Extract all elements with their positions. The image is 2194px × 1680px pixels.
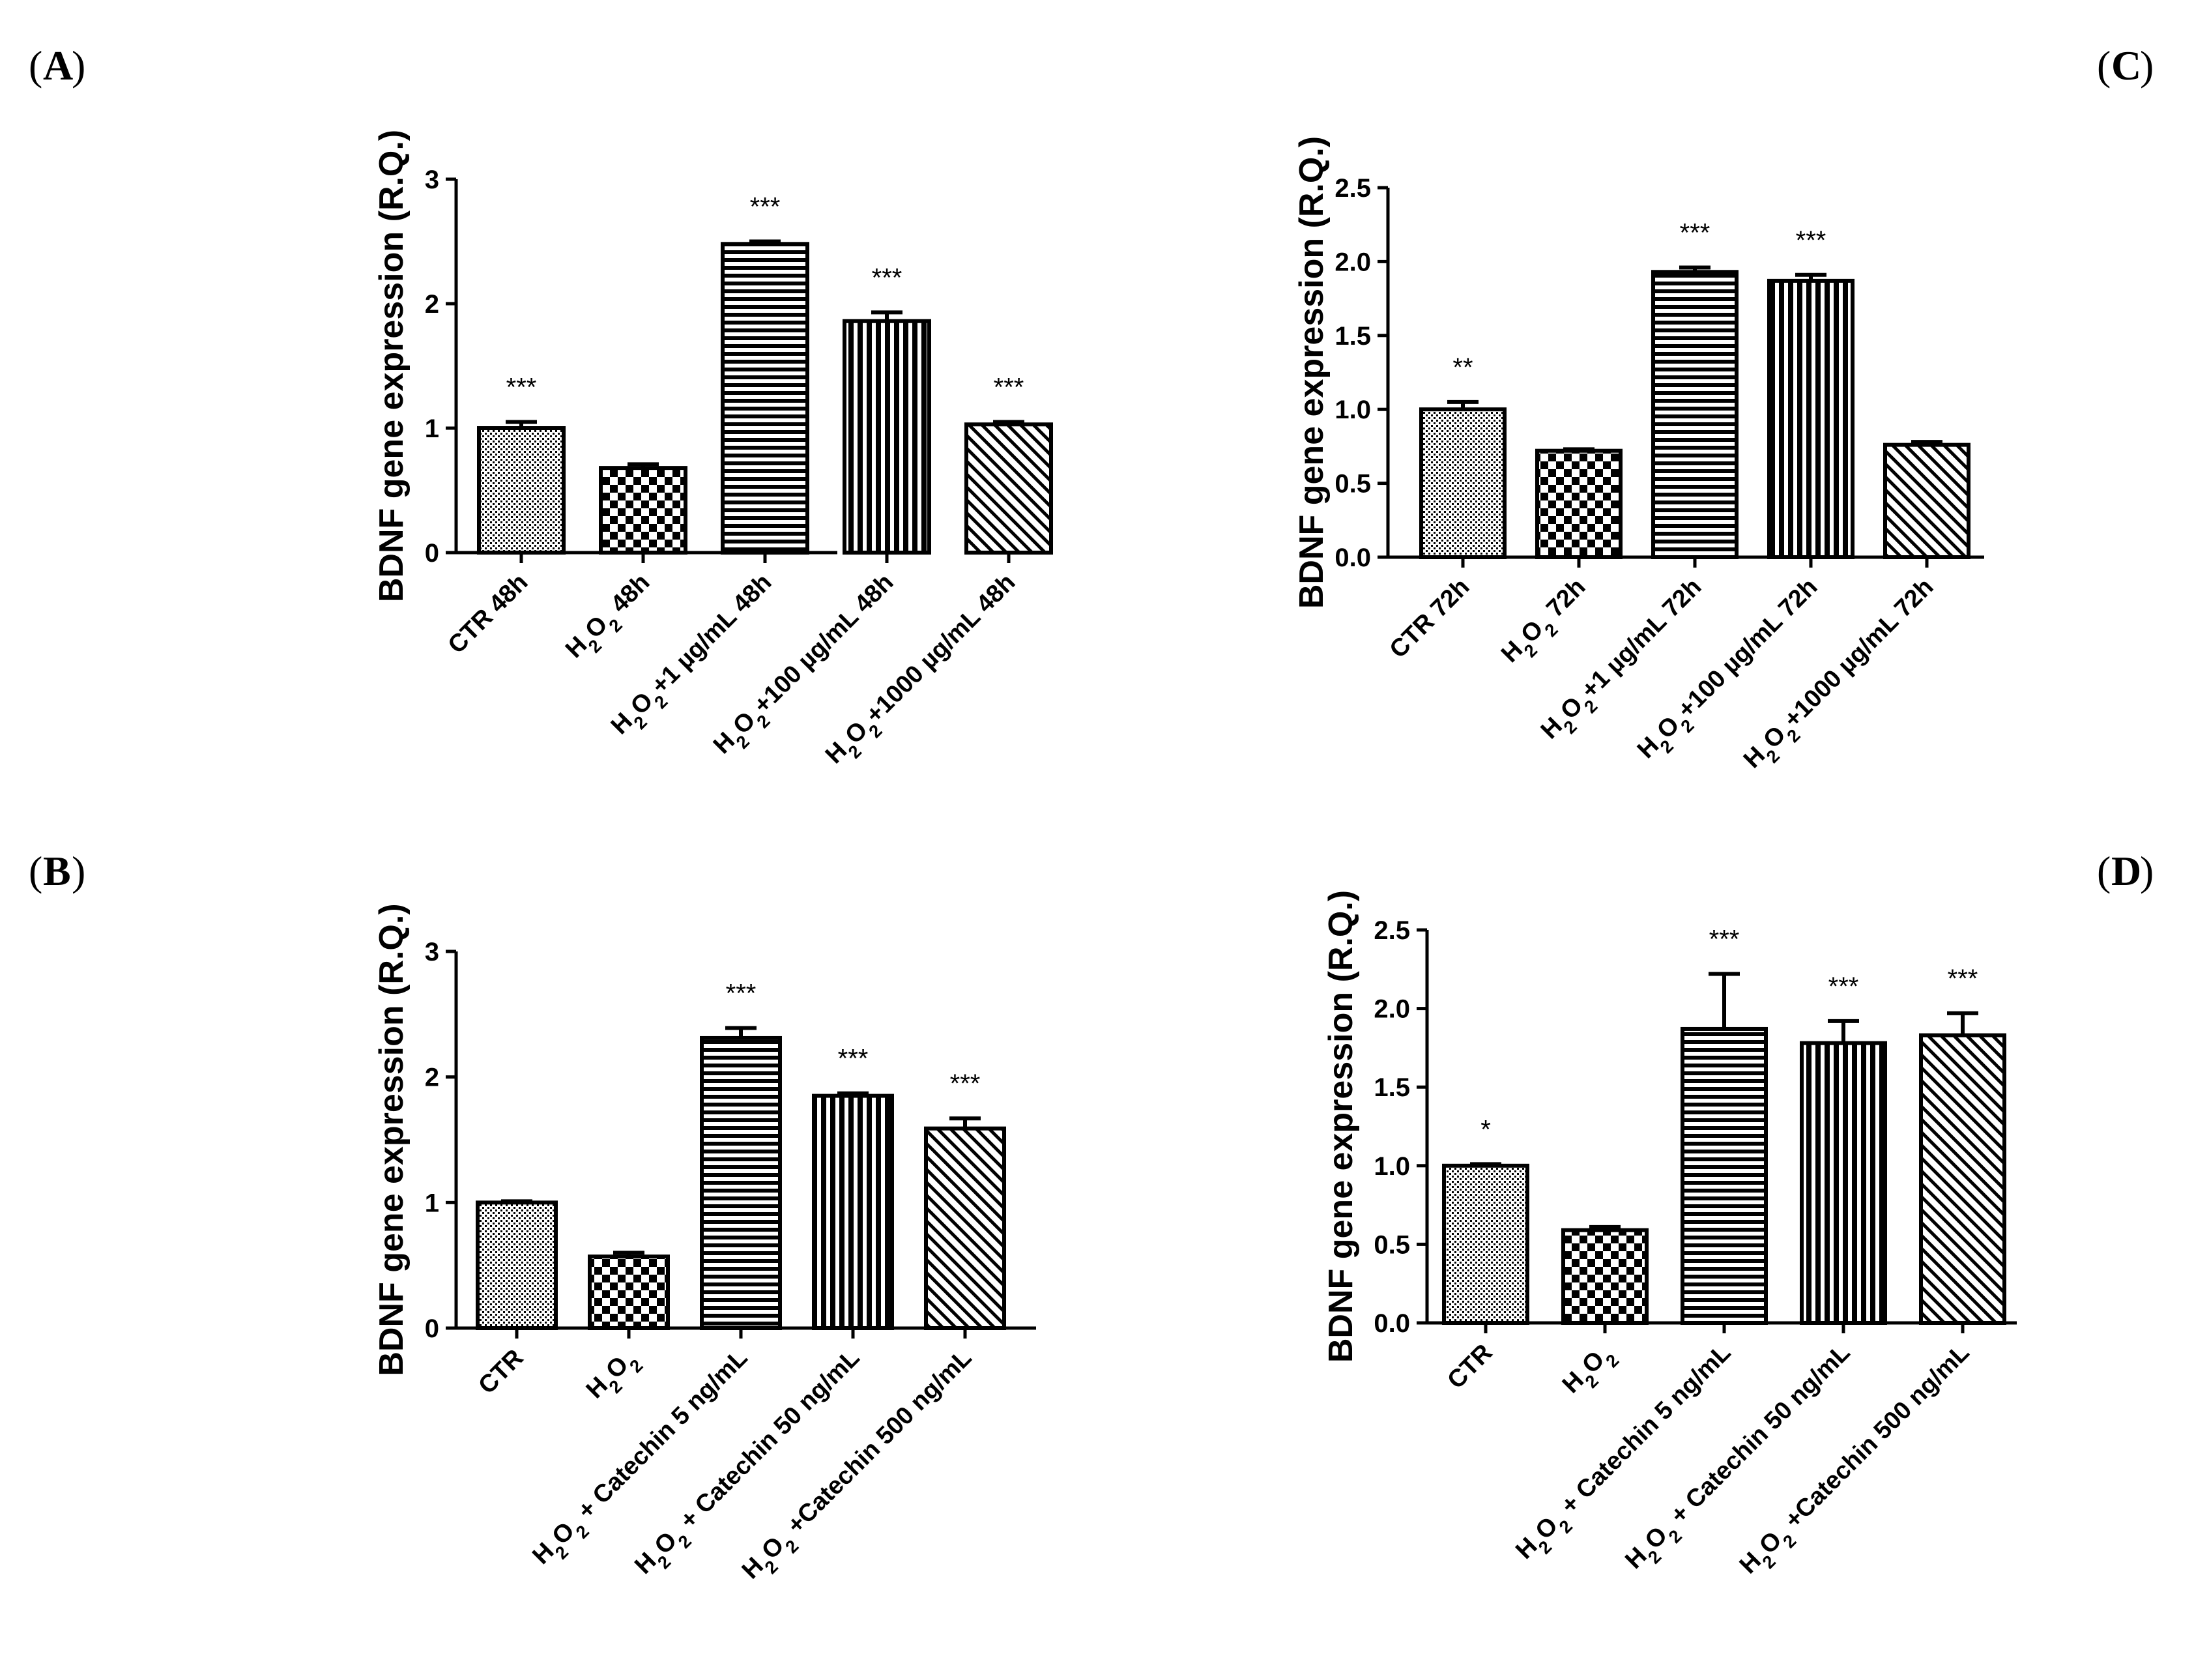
x-category-label: H2O2 <box>1557 1339 1623 1404</box>
x-category-label: H2O2 + Catechin 50 ng/mL <box>629 1344 871 1586</box>
bar <box>721 242 809 555</box>
x-category-label: H2O2 + Catechin 50 ng/mL <box>1620 1339 1861 1580</box>
significance-label: * <box>1480 1115 1491 1144</box>
y-tick-label: 1.5 <box>1374 1073 1410 1102</box>
significance-label: *** <box>1948 964 1978 993</box>
bar <box>588 1254 670 1331</box>
y-tick-label: 1.0 <box>1374 1152 1410 1181</box>
panel-label-B: (B) <box>29 848 85 894</box>
y-tick-label: 0 <box>425 1314 439 1343</box>
svg-text:): ) <box>72 848 85 894</box>
panel-label-D: (D) <box>2097 848 2154 894</box>
x-category-label: CTR 48h <box>443 569 534 659</box>
bar <box>1561 1228 1649 1325</box>
chart-panel-d: 0.0 0.5 1.0 1.5 2.0 2.5 BDNF gene expression (… <box>1322 890 2017 1585</box>
svg-text:): ) <box>72 42 85 89</box>
significance-label: *** <box>750 193 781 222</box>
y-tick-label: 2.5 <box>1335 174 1371 203</box>
bar <box>1919 1033 2006 1325</box>
y-axis-label: BDNF gene expression (R.Q.) <box>1293 136 1331 609</box>
significance-label: *** <box>1796 226 1826 255</box>
y-axis-label: BDNF gene expression (R.Q.) <box>1322 890 1360 1363</box>
y-tick-label: 1.0 <box>1335 396 1371 424</box>
bar <box>1767 278 1855 559</box>
y-tick-label: 0.0 <box>1335 543 1371 572</box>
y-tick-label: 2 <box>425 1064 439 1092</box>
svg-text:C: C <box>2111 42 2141 89</box>
y-tick-label: 1.5 <box>1335 322 1371 351</box>
y-tick-label: 2.5 <box>1374 916 1410 945</box>
x-category-label: H2O2 <box>581 1344 646 1410</box>
significance-label: *** <box>950 1069 981 1098</box>
y-tick-label: 0.0 <box>1374 1309 1410 1338</box>
bar <box>1681 1026 1768 1325</box>
chart-panel-b: 0 1 2 3 BDNF gene expression (R.Q.) CTR H2O2 **… <box>373 903 1036 1590</box>
x-category-label: H2O2 + Catechin 5 ng/mL <box>527 1344 758 1576</box>
x-category-label: CTR 72h <box>1385 573 1475 664</box>
bar <box>477 426 566 555</box>
y-tick-label: 0 <box>425 539 439 568</box>
bar <box>1883 442 1970 560</box>
x-category-label: H2O2 +Catechin 500 ng/mL <box>1735 1339 1980 1585</box>
significance-label: ** <box>1452 353 1473 382</box>
y-tick-label: 1 <box>425 1189 439 1217</box>
svg-text:B: B <box>43 848 71 894</box>
significance-label: *** <box>1680 218 1710 247</box>
bar <box>964 422 1053 555</box>
svg-text:D: D <box>2111 848 2141 894</box>
x-category-label: H2O2 48h <box>560 569 661 669</box>
svg-text:(: ( <box>2097 42 2111 89</box>
y-axis-label: BDNF gene expression (R.Q.) <box>373 903 411 1376</box>
x-category-label: H2O2 +Catechin 500 ng/mL <box>737 1344 983 1590</box>
y-tick-label: 2 <box>425 290 439 319</box>
bar <box>599 466 687 555</box>
panel-label-A: (A) <box>29 42 85 89</box>
svg-text:): ) <box>2140 848 2154 894</box>
x-category-label: H2O2+1000 µg/mL 72h <box>1739 573 1944 779</box>
y-tick-label: 3 <box>425 938 439 966</box>
significance-label: *** <box>872 263 902 292</box>
svg-text:): ) <box>2140 42 2154 89</box>
x-category-label: H2O2 + Catechin 5 ng/mL <box>1510 1339 1742 1571</box>
y-tick-label: 0.5 <box>1335 470 1371 499</box>
x-category-label: H2O2 72h <box>1496 573 1596 674</box>
y-axis-label: BDNF gene expression (R.Q.) <box>373 130 411 602</box>
bar <box>1800 1041 1887 1325</box>
y-tick-label: 1 <box>425 414 439 443</box>
significance-label: *** <box>1709 925 1740 954</box>
y-tick-label: 2.0 <box>1335 248 1371 276</box>
significance-label: *** <box>1828 972 1859 1001</box>
bar <box>1651 270 1739 559</box>
bar <box>1442 1163 1529 1325</box>
bar <box>924 1126 1006 1331</box>
svg-text:(: ( <box>29 848 42 894</box>
significance-label: *** <box>506 373 537 401</box>
svg-text:A: A <box>43 42 73 89</box>
x-category-label: CTR <box>473 1344 528 1400</box>
chart-panel-a: 0 1 2 3 BDNF gene expression (R.Q.) *** CTR 48… <box>373 130 1053 769</box>
significance-label: *** <box>994 373 1024 401</box>
panel-label-C: (C) <box>2097 42 2154 89</box>
significance-label: *** <box>838 1045 869 1073</box>
y-tick-label: 2.0 <box>1374 995 1410 1024</box>
x-category-label: CTR <box>1442 1339 1497 1395</box>
bar <box>812 1093 894 1330</box>
y-tick-label: 0.5 <box>1374 1230 1410 1259</box>
svg-text:(: ( <box>29 42 42 89</box>
bar <box>700 1036 782 1330</box>
bar <box>1535 448 1623 559</box>
bar <box>843 319 931 555</box>
bar <box>476 1200 558 1331</box>
significance-label: *** <box>726 979 757 1008</box>
svg-text:(: ( <box>2097 848 2111 894</box>
bar <box>1419 407 1507 560</box>
y-tick-label: 3 <box>425 166 439 194</box>
